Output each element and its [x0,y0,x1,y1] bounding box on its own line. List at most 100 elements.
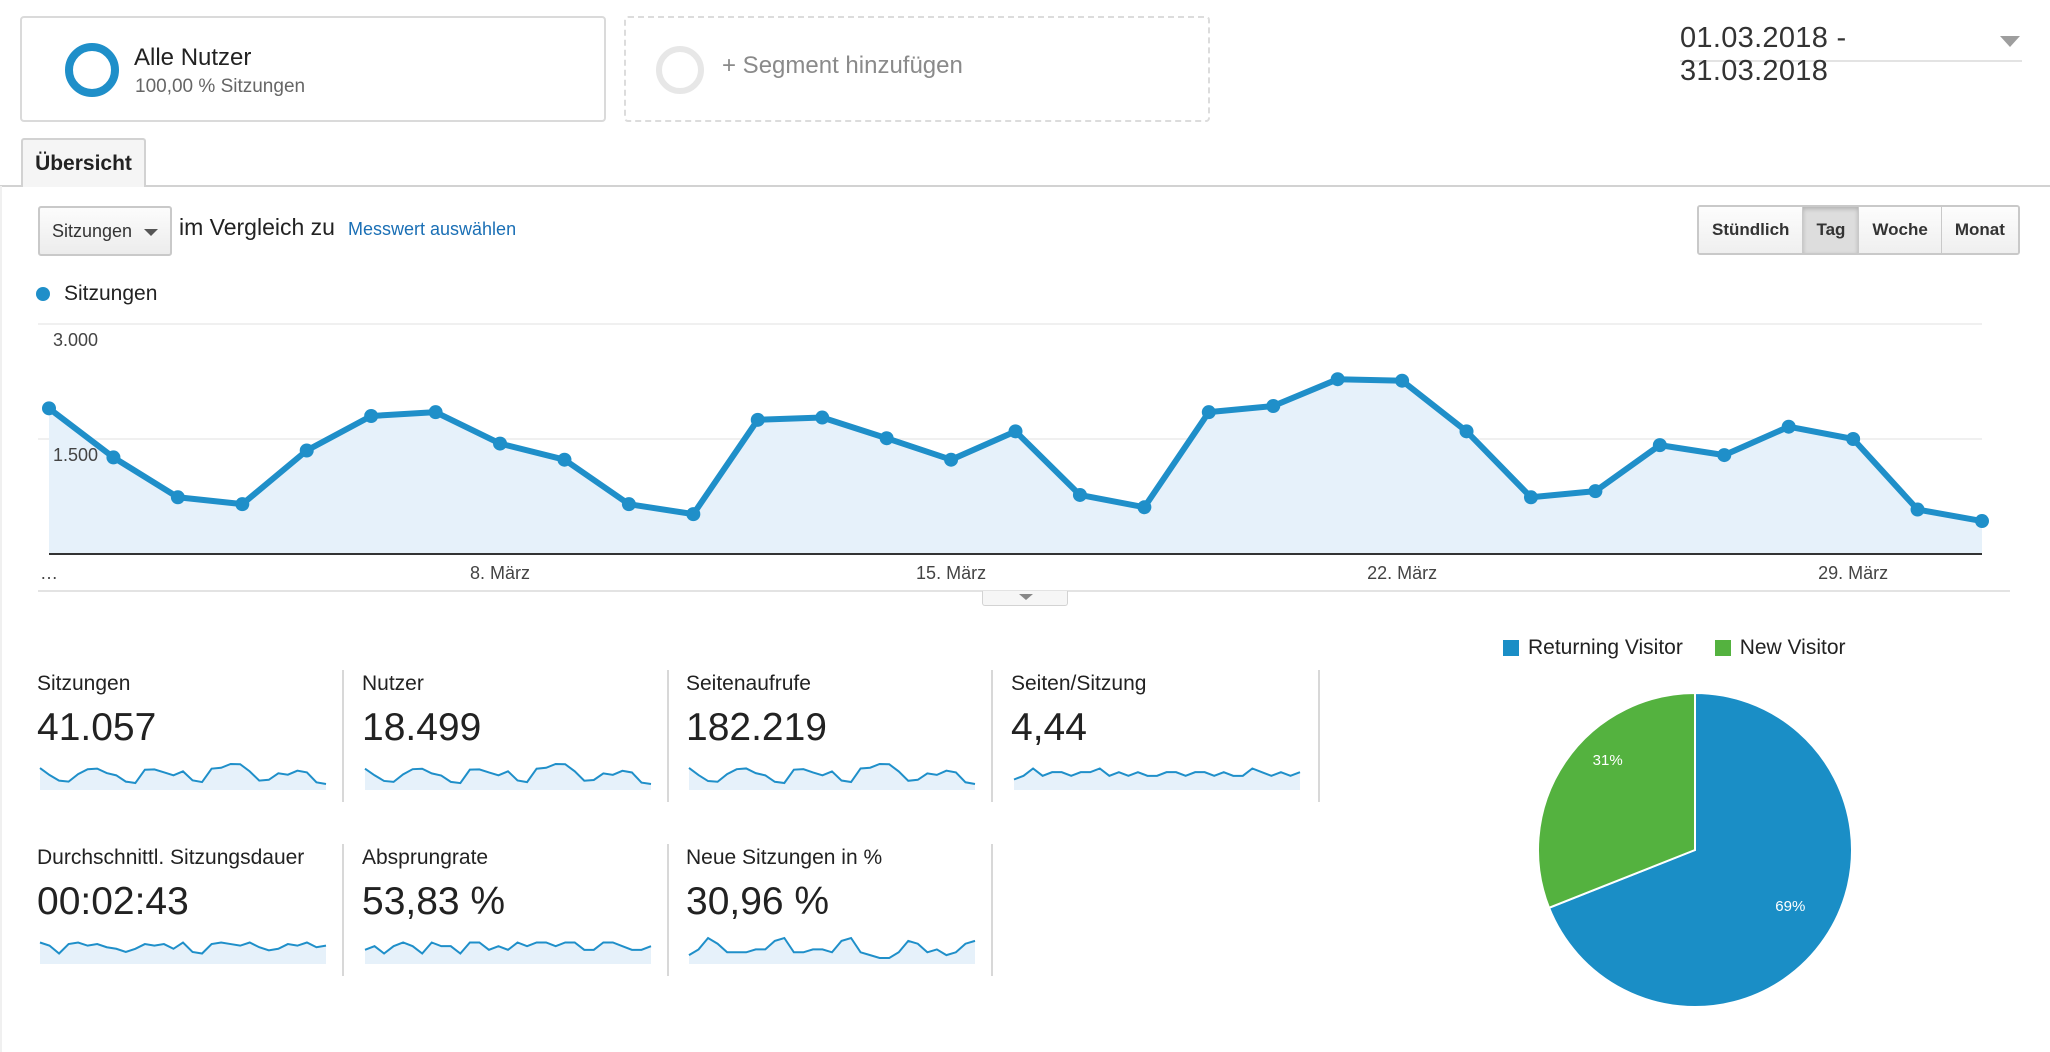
scorecard[interactable]: Neue Sitzungen in % 30,96 % [686,846,986,976]
scorecard-divider [342,670,344,802]
scorecard-sparkline [688,762,976,790]
sessions-point[interactable] [1137,500,1152,515]
sessions-point[interactable] [1910,502,1925,517]
sessions-line-chart: 3.000 1.500 … 8. März 15. März 22. März 29. Mä… [38,323,1989,583]
sparkline-area [689,938,975,964]
sparkline-line [39,941,327,955]
sessions-point[interactable] [1588,484,1603,499]
y-tick-label: 1.500 [53,445,98,465]
sessions-point[interactable] [750,412,765,427]
sessions-point[interactable] [493,436,508,451]
sessions-point[interactable] [428,405,443,420]
x-tick-label: … [40,563,58,583]
sessions-point[interactable] [235,497,250,512]
visitor-type-pie-chart: 69% 31% [1537,691,1853,1008]
segment-card-all-users[interactable]: Alle Nutzer 100,00 % Sitzungen [20,16,606,122]
scorecard-sparkline [688,936,976,964]
scorecard-sparkline [39,762,327,790]
scorecard[interactable]: Seiten/Sitzung 4,44 [1011,672,1311,802]
sessions-point[interactable] [621,497,636,512]
scorecard-divider [991,670,993,802]
segment-share: 100,00 % Sitzungen [135,76,306,97]
chart-collapse-toggle[interactable] [982,591,1068,606]
scorecard-sparkline [1013,767,1301,790]
scorecard[interactable]: Durchschnittl. Sitzungsdauer 00:02:43 [37,846,337,976]
pie-slice-new[interactable] [1537,691,1696,910]
pie-legend-item-new: New Visitor [1714,636,1846,660]
date-range-text: 01.03.2018 - 31.03.2018 [1680,22,1847,87]
tab-overview[interactable]: Übersicht [21,138,146,187]
sessions-point[interactable] [879,431,894,446]
sessions-point[interactable] [1781,419,1796,434]
legend-label-sessions: Sitzungen [64,282,158,305]
scorecard[interactable]: Absprungrate 53,83 % [362,846,662,976]
sessions-point[interactable] [364,409,379,423]
select-metric-link[interactable]: Messwert auswählen [348,219,517,239]
chevron-down-icon [144,229,158,236]
sessions-point[interactable] [1846,432,1861,446]
sparkline-line [688,936,976,959]
scorecard-sparkline [39,941,327,964]
legend-swatch-icon [1503,640,1519,656]
granularity-month-button[interactable]: Monat [1941,207,2018,253]
sessions-point[interactable] [1072,487,1087,502]
sessions-point[interactable] [1717,448,1732,463]
scorecard-value: 4,44 [1011,706,1087,749]
scorecard-divider [667,844,669,976]
sessions-point[interactable] [1975,514,1989,529]
sessions-point[interactable] [1330,372,1345,387]
sparkline-line [688,762,976,785]
sessions-point[interactable] [686,507,701,522]
sessions-point[interactable] [815,410,830,425]
sessions-point[interactable] [1008,424,1023,439]
granularity-week-button[interactable]: Woche [1859,207,1942,253]
pie-legend-label: New Visitor [1739,636,1846,659]
sparkline-area [689,764,975,790]
sessions-point[interactable] [1459,424,1474,439]
scorecard-value: 18.499 [362,706,482,749]
legend-swatch-icon [1714,640,1731,656]
add-segment-button[interactable]: + Segment hinzufügen [624,16,1210,122]
scorecard[interactable]: Sitzungen 41.057 [37,672,337,802]
scorecard-value: 182.219 [686,706,827,749]
sparkline-line [39,762,327,785]
sessions-point[interactable] [1652,438,1667,453]
granularity-hourly-button[interactable]: Stündlich [1699,207,1804,253]
granularity-toggle: Stündlich Tag Woche Monat [1697,205,2020,255]
x-tick-label: 8. März [470,563,530,583]
scorecard[interactable]: Seitenaufrufe 182.219 [686,672,986,802]
sparkline-line [1013,767,1301,781]
sessions-point[interactable] [944,452,959,467]
sessions-point[interactable] [170,490,185,505]
sessions-point[interactable] [557,452,572,467]
legend-dot-icon [36,287,50,301]
metric-select[interactable]: Sitzungen [38,206,172,256]
sessions-point[interactable] [106,450,121,465]
sessions-point[interactable] [1523,490,1538,505]
scorecard-label: Seiten/Sitzung [1011,672,1147,695]
scorecard[interactable]: Nutzer 18.499 [362,672,662,802]
sessions-point[interactable] [42,401,56,416]
segment-ring-icon [65,43,119,97]
sessions-point[interactable] [299,443,314,458]
sessions-point[interactable] [1201,405,1216,420]
scorecard-label: Nutzer [362,672,424,695]
chevron-down-icon [2000,36,2020,47]
date-range-picker[interactable]: 01.03.2018 - 31.03.2018 [1680,20,2022,87]
scorecard-label: Neue Sitzungen in % [686,846,883,869]
granularity-day-button[interactable]: Tag [1803,207,1860,253]
scorecard-divider [342,844,344,976]
sparkline-area [365,764,651,790]
compare-label: im Vergleich zu [179,214,335,240]
pie-slice-returning[interactable] [1547,691,1853,1008]
scorecard-value: 00:02:43 [37,880,189,923]
pie-value-label: 69% [1775,898,1805,915]
empty-segment-ring-icon [656,46,704,94]
x-tick-label: 22. März [1367,563,1437,583]
scorecard-label: Durchschnittl. Sitzungsdauer [37,846,305,869]
sparkline-area [365,942,651,964]
add-segment-label: + Segment hinzufügen [722,52,963,79]
sessions-point[interactable] [1266,399,1281,414]
sessions-point[interactable] [1395,373,1410,388]
chevron-down-icon [1019,594,1033,600]
